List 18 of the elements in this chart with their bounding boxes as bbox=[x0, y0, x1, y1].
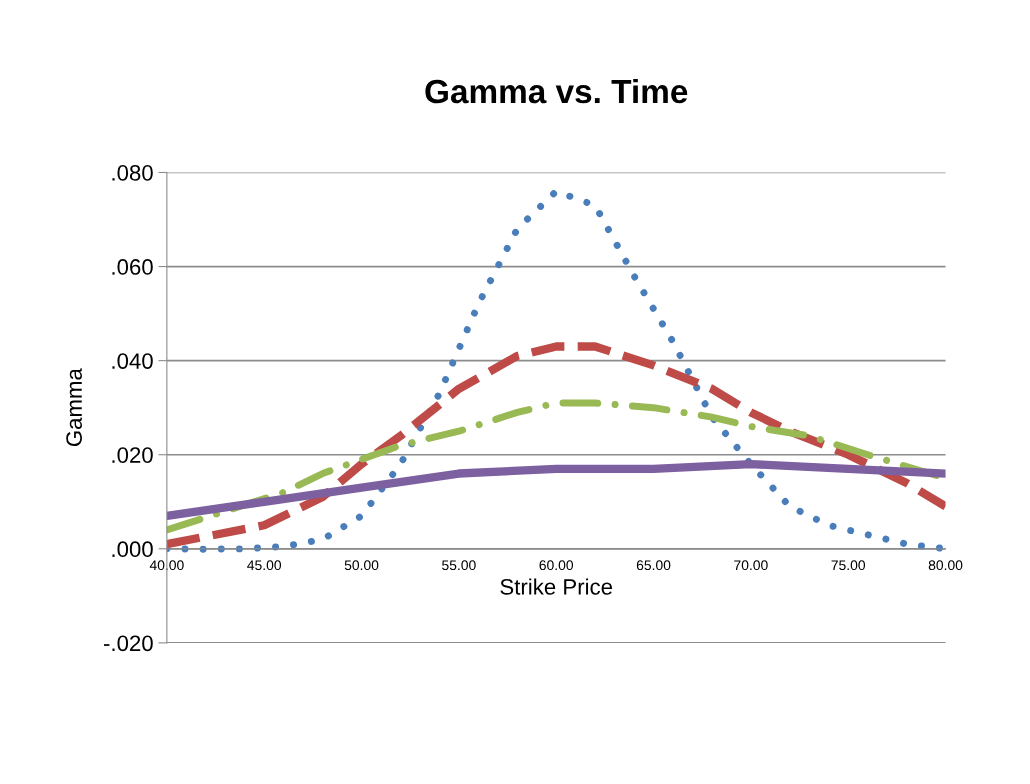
y-tick-label: .080 bbox=[112, 165, 153, 181]
x-tick-label: 65.00 bbox=[636, 560, 671, 571]
chart-title: Gamma vs. Time bbox=[425, 78, 688, 104]
x-tick-label: 55.00 bbox=[442, 560, 476, 571]
x-tick-label: 40.00 bbox=[149, 560, 184, 571]
x-tick-label: 80.00 bbox=[928, 560, 963, 571]
x-tick-label: 70.00 bbox=[734, 560, 768, 571]
y-tick-label: .060 bbox=[112, 259, 153, 275]
y-tick-label: .020 bbox=[112, 447, 153, 463]
x-tick-label: 75.00 bbox=[831, 560, 866, 571]
x-axis-title: Strike Price bbox=[500, 578, 613, 595]
x-tick-label: 45.00 bbox=[247, 560, 282, 571]
y-tick-label: -.020 bbox=[104, 635, 153, 652]
x-tick-label: 60.00 bbox=[539, 560, 574, 571]
y-tick-label: .000 bbox=[112, 541, 153, 558]
y-axis-title: Gamma bbox=[66, 368, 82, 447]
x-tick-label: 50.00 bbox=[344, 560, 379, 571]
y-tick-label: .040 bbox=[112, 353, 153, 369]
